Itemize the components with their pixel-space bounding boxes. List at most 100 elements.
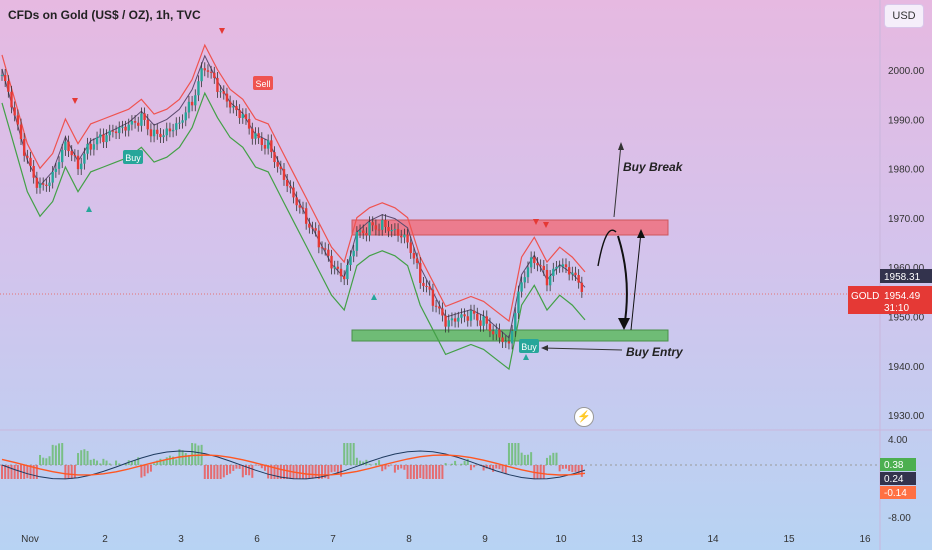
candle-body bbox=[156, 129, 159, 134]
histogram-bar bbox=[438, 465, 441, 479]
candle-body bbox=[545, 269, 549, 286]
candle-body bbox=[498, 329, 501, 338]
candle-body bbox=[514, 313, 517, 331]
candle-body bbox=[552, 268, 555, 276]
candle-body bbox=[86, 143, 89, 154]
lower-band bbox=[1, 91, 586, 371]
candle-body bbox=[152, 129, 156, 137]
time-tick-label: Nov bbox=[21, 534, 39, 545]
candle-body bbox=[197, 81, 200, 96]
histogram-bar bbox=[102, 458, 105, 465]
candle-body bbox=[536, 263, 539, 266]
histogram-bar bbox=[311, 465, 314, 479]
candle-body bbox=[336, 266, 340, 269]
candle-body bbox=[415, 258, 419, 263]
up-signal-marker bbox=[523, 354, 529, 360]
histogram-bar bbox=[238, 465, 241, 469]
candle-body bbox=[422, 282, 425, 286]
candle-body bbox=[61, 150, 64, 163]
candle-body bbox=[482, 316, 485, 326]
candle-body bbox=[472, 310, 476, 314]
histogram-bar bbox=[203, 465, 206, 479]
histogram-bar bbox=[393, 465, 396, 473]
candle-body bbox=[298, 205, 302, 208]
buy-entry-arrow bbox=[542, 347, 623, 351]
lightning-icon[interactable]: ⚡ bbox=[574, 407, 594, 427]
candle-body bbox=[314, 228, 317, 231]
price-tick-label: 1940.00 bbox=[888, 362, 925, 373]
candle-body bbox=[0, 74, 4, 76]
histogram-bar bbox=[466, 458, 469, 465]
histogram-bar bbox=[80, 450, 83, 465]
histogram-bar bbox=[336, 465, 339, 474]
histogram-bar bbox=[400, 465, 403, 469]
candle-body bbox=[555, 266, 558, 269]
currency-button[interactable]: USD bbox=[884, 4, 924, 28]
candle-body bbox=[146, 119, 149, 130]
histogram-bar bbox=[32, 465, 35, 479]
candle-body bbox=[460, 314, 463, 318]
histogram-bar bbox=[463, 460, 466, 465]
buy-signal-label: Buy bbox=[125, 153, 141, 163]
candle-body bbox=[339, 268, 343, 277]
histogram-bar bbox=[251, 465, 254, 478]
histogram-bar bbox=[324, 465, 327, 479]
histogram-bar bbox=[549, 455, 552, 465]
histogram-bar bbox=[514, 443, 517, 465]
candle-body bbox=[143, 113, 146, 120]
candle-body bbox=[533, 257, 536, 264]
histogram-bar bbox=[305, 465, 308, 479]
candle-body bbox=[301, 207, 305, 209]
candle-body bbox=[374, 225, 378, 230]
down-signal-marker bbox=[543, 222, 549, 228]
price-tick-label: 1960.00 bbox=[888, 263, 925, 274]
histogram-bar bbox=[42, 457, 45, 465]
histogram-bar bbox=[137, 457, 140, 465]
histogram-bar bbox=[86, 450, 89, 465]
histogram-bar bbox=[257, 465, 260, 466]
histogram-bar bbox=[378, 460, 381, 465]
histogram-bar bbox=[577, 465, 580, 475]
candle-body bbox=[384, 220, 387, 227]
histogram-bar bbox=[105, 460, 108, 465]
candle-body bbox=[35, 177, 39, 188]
histogram-bar bbox=[156, 460, 159, 465]
up-signal-marker bbox=[86, 206, 92, 212]
candle-body bbox=[3, 74, 7, 82]
time-tick-label: 13 bbox=[631, 534, 643, 545]
candle-body bbox=[32, 165, 35, 178]
histogram-bar bbox=[232, 465, 235, 471]
candle-body bbox=[542, 265, 546, 270]
signal-label-bg bbox=[253, 76, 273, 90]
histogram-bar bbox=[526, 454, 529, 465]
last-price-tag-bg bbox=[848, 286, 932, 314]
histogram-bar bbox=[346, 443, 349, 465]
candle-body bbox=[241, 114, 245, 118]
candle-body bbox=[479, 320, 482, 326]
candle-body bbox=[54, 168, 58, 172]
time-tick-label: 16 bbox=[859, 534, 871, 545]
candle-body bbox=[263, 144, 267, 149]
signal-label-bg bbox=[123, 150, 143, 164]
candle-body bbox=[51, 171, 54, 183]
macd-line bbox=[1, 450, 586, 480]
histogram-bar bbox=[83, 449, 86, 465]
time-tick-label: 14 bbox=[707, 534, 719, 545]
histogram-bar bbox=[244, 465, 247, 476]
candle-body bbox=[419, 262, 422, 283]
price-tick-label: 1980.00 bbox=[888, 165, 925, 176]
histogram-bar bbox=[241, 465, 244, 478]
candle-body bbox=[228, 101, 232, 108]
buy-entry-arrowhead bbox=[541, 345, 548, 351]
candle-body bbox=[92, 144, 96, 150]
histogram-bar bbox=[213, 465, 216, 479]
sell-signal-label: Sell bbox=[255, 79, 270, 89]
histogram-bar bbox=[555, 452, 558, 465]
candle-body bbox=[393, 229, 397, 231]
histogram-bar bbox=[308, 465, 311, 479]
histogram-bar bbox=[191, 443, 194, 465]
histogram-bar bbox=[507, 443, 510, 465]
histogram-bar bbox=[92, 458, 95, 465]
candle-body bbox=[504, 341, 507, 343]
